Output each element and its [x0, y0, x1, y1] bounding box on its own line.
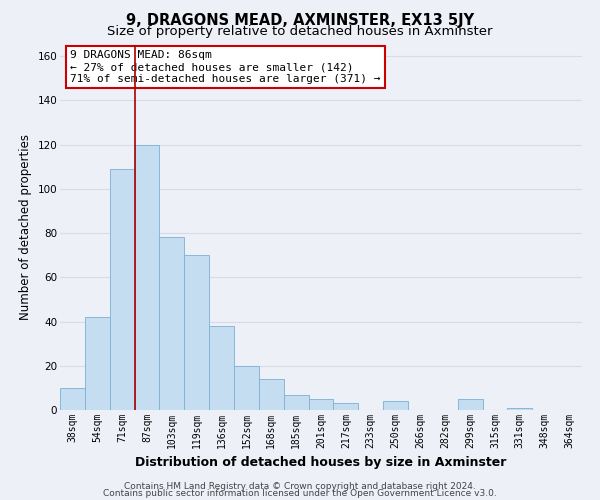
Text: 9, DRAGONS MEAD, AXMINSTER, EX13 5JY: 9, DRAGONS MEAD, AXMINSTER, EX13 5JY — [126, 12, 474, 28]
Bar — [383, 401, 408, 410]
Bar — [259, 379, 284, 410]
X-axis label: Distribution of detached houses by size in Axminster: Distribution of detached houses by size … — [136, 456, 506, 469]
Bar — [234, 366, 259, 410]
Bar — [284, 394, 308, 410]
Bar — [184, 255, 209, 410]
Bar — [508, 408, 532, 410]
Text: 9 DRAGONS MEAD: 86sqm
← 27% of detached houses are smaller (142)
71% of semi-det: 9 DRAGONS MEAD: 86sqm ← 27% of detached … — [70, 50, 381, 84]
Text: Contains public sector information licensed under the Open Government Licence v3: Contains public sector information licen… — [103, 490, 497, 498]
Bar — [209, 326, 234, 410]
Text: Size of property relative to detached houses in Axminster: Size of property relative to detached ho… — [107, 25, 493, 38]
Bar — [160, 238, 184, 410]
Text: Contains HM Land Registry data © Crown copyright and database right 2024.: Contains HM Land Registry data © Crown c… — [124, 482, 476, 491]
Bar — [85, 317, 110, 410]
Bar — [60, 388, 85, 410]
Bar — [308, 399, 334, 410]
Bar — [458, 399, 482, 410]
Y-axis label: Number of detached properties: Number of detached properties — [19, 134, 32, 320]
Bar — [110, 169, 134, 410]
Bar — [134, 144, 160, 410]
Bar — [334, 404, 358, 410]
